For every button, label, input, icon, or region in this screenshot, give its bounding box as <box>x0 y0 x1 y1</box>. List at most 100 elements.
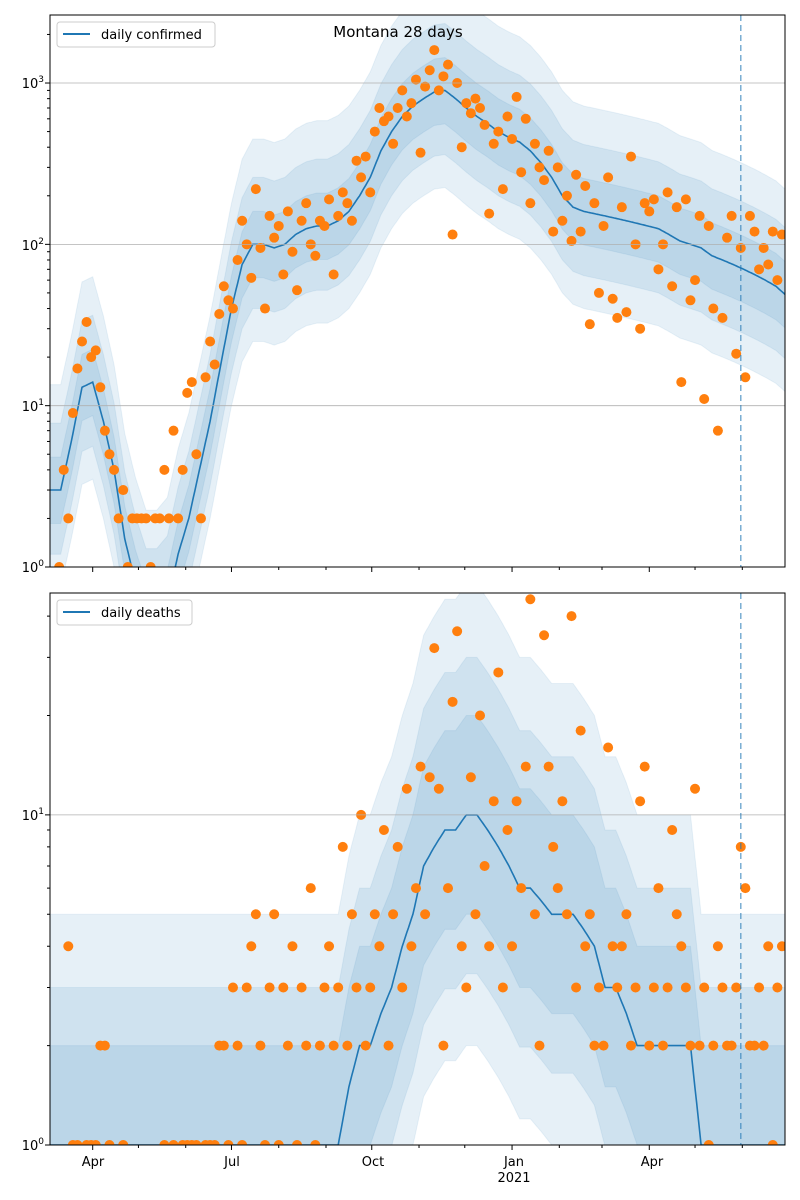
data-point <box>237 215 248 226</box>
uncertainty-band-2 <box>50 56 785 567</box>
data-point <box>438 1040 449 1051</box>
data-point <box>278 269 289 280</box>
data-point <box>502 824 513 835</box>
data-point <box>63 941 74 952</box>
data-point <box>580 941 591 952</box>
data-point <box>603 742 614 753</box>
y-tick-label: 101 <box>22 398 44 415</box>
data-point <box>731 982 742 993</box>
data-point <box>529 909 540 920</box>
data-point <box>479 861 490 872</box>
data-point <box>218 281 229 292</box>
data-point <box>767 226 778 237</box>
data-point <box>109 464 120 475</box>
x-year-label: 2021 <box>497 1171 530 1186</box>
median-line <box>50 89 785 567</box>
data-point <box>287 941 298 952</box>
data-point <box>507 133 518 144</box>
data-point <box>173 513 184 524</box>
data-point <box>520 761 531 772</box>
data-point <box>580 180 591 191</box>
data-point <box>539 175 550 186</box>
data-point <box>575 226 586 237</box>
data-point <box>561 909 572 920</box>
data-point <box>374 103 385 114</box>
data-point <box>104 1140 115 1145</box>
data-point <box>113 513 124 524</box>
data-point <box>703 220 714 231</box>
data-point <box>593 287 604 298</box>
data-point <box>525 198 536 209</box>
data-point <box>680 194 691 205</box>
data-point <box>99 425 110 436</box>
data-point <box>598 220 609 231</box>
data-point <box>726 1040 737 1051</box>
data-point <box>424 65 435 76</box>
data-point <box>401 111 412 122</box>
uncertainty-band-2 <box>50 715 785 1145</box>
data-point <box>621 909 632 920</box>
data-point <box>246 941 257 952</box>
data-point <box>168 425 179 436</box>
data-point <box>676 941 687 952</box>
data-point <box>401 783 412 794</box>
data-point <box>415 147 426 158</box>
x-tick-label: Jul <box>223 1155 240 1170</box>
data-point <box>548 841 559 852</box>
data-point <box>749 1040 760 1051</box>
data-point <box>200 372 211 383</box>
data-point <box>456 142 467 153</box>
data-point <box>72 1140 83 1145</box>
data-point <box>397 85 408 96</box>
data-point <box>708 1040 719 1051</box>
data-point <box>273 220 284 231</box>
data-point <box>310 250 321 261</box>
x-tick-label: Jan <box>503 1155 524 1170</box>
data-point <box>433 85 444 96</box>
data-point <box>717 982 728 993</box>
data-point <box>475 103 486 114</box>
data-point <box>717 312 728 323</box>
data-point <box>520 113 531 124</box>
data-point <box>145 562 156 567</box>
data-point <box>324 194 335 205</box>
data-point <box>763 941 774 952</box>
data-point <box>250 909 261 920</box>
data-point <box>429 45 440 56</box>
data-point <box>653 264 664 275</box>
data-point <box>104 449 115 460</box>
data-point <box>90 1140 101 1145</box>
data-point <box>191 449 202 460</box>
data-point <box>333 982 344 993</box>
data-point <box>264 210 275 221</box>
data-point <box>214 309 225 320</box>
data-point <box>397 982 408 993</box>
axes-frame <box>49 592 786 1146</box>
data-point <box>493 667 504 678</box>
data-point <box>342 1040 353 1051</box>
data-point <box>694 1040 705 1051</box>
data-point <box>223 295 234 306</box>
data-point <box>690 275 701 286</box>
data-point <box>685 1040 696 1051</box>
data-point <box>502 111 513 122</box>
data-point <box>662 982 673 993</box>
data-point <box>511 796 522 807</box>
data-point <box>246 272 257 283</box>
data-point <box>406 98 417 109</box>
data-point <box>635 796 646 807</box>
data-point <box>516 883 527 894</box>
data-point <box>54 562 65 567</box>
data-point <box>676 377 687 388</box>
data-point <box>772 275 783 286</box>
data-point <box>703 1140 714 1145</box>
data-point <box>639 761 650 772</box>
data-point <box>644 206 655 217</box>
data-point <box>612 982 623 993</box>
data-point <box>616 941 627 952</box>
data-point <box>406 941 417 952</box>
data-point <box>237 1140 248 1145</box>
y-tick-label: 100 <box>22 1137 45 1154</box>
data-point <box>186 377 197 388</box>
legend-label: daily deaths <box>101 606 181 621</box>
